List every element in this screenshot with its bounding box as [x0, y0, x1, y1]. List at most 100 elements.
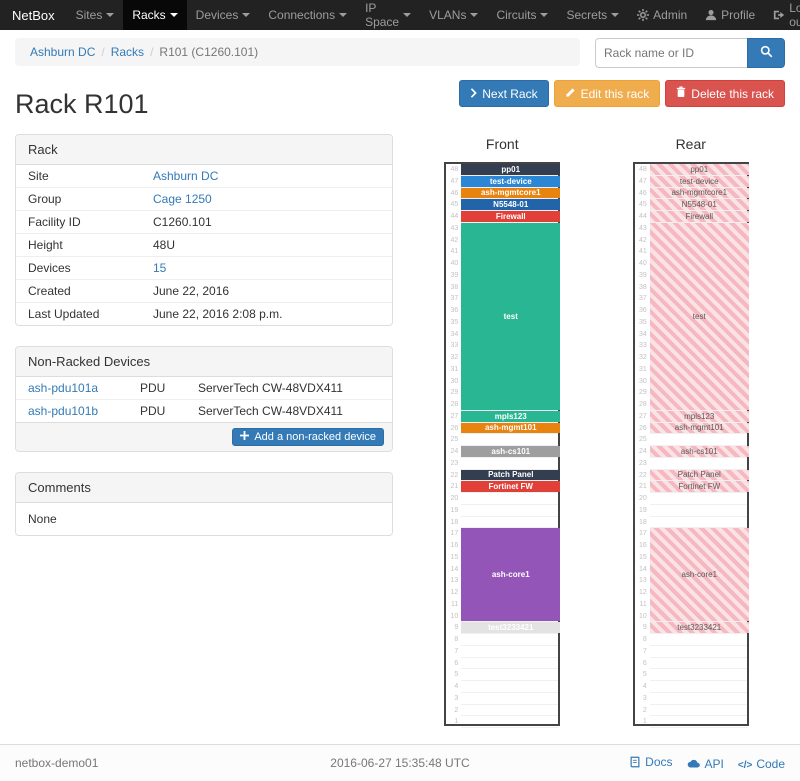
unit-slot[interactable] [461, 458, 559, 470]
unit-slot[interactable] [461, 211, 559, 223]
unit-slot[interactable] [461, 634, 559, 646]
nav-item-sites[interactable]: Sites [67, 0, 124, 30]
unit-slot[interactable] [461, 517, 559, 529]
search-input[interactable] [595, 38, 747, 68]
unit-slot[interactable] [649, 646, 747, 658]
unit-slot[interactable] [461, 188, 559, 200]
unit-slot[interactable] [649, 669, 747, 681]
unit-slot[interactable] [649, 211, 747, 223]
unit-slot[interactable] [649, 658, 747, 670]
unit-slot[interactable] [649, 505, 747, 517]
nav-item-racks[interactable]: Racks [123, 0, 187, 30]
nav-item-connections[interactable]: Connections [259, 0, 356, 30]
unit-slot[interactable] [649, 399, 747, 411]
rack-device[interactable]: ash-mgmt101 [649, 422, 749, 434]
unit-slot[interactable] [461, 646, 559, 658]
unit-slot[interactable] [461, 199, 559, 211]
rack-device[interactable]: pp01 [461, 164, 561, 175]
rack-device[interactable]: Patch Panel [461, 469, 561, 481]
footer-link-code[interactable]: </> Code [738, 757, 785, 771]
nav-item-devices[interactable]: Devices [187, 0, 260, 30]
unit-slot[interactable] [461, 423, 559, 435]
unit-slot[interactable] [649, 634, 747, 646]
device-link[interactable]: ash-pdu101b [28, 404, 99, 418]
attr-value-link[interactable]: 15 [153, 261, 167, 275]
rack-device[interactable]: ash-core1 [649, 528, 749, 622]
rack-device[interactable]: Patch Panel [649, 469, 749, 481]
unit-slot[interactable] [461, 399, 559, 411]
unit-slot[interactable] [461, 164, 559, 176]
rack-device[interactable]: test [461, 222, 561, 410]
search-button[interactable] [747, 38, 785, 68]
unit-slot[interactable] [461, 611, 559, 623]
unit-slot[interactable] [649, 434, 747, 446]
unit-slot[interactable] [461, 505, 559, 517]
rack-device[interactable]: Fortinet FW [649, 481, 749, 492]
breadcrumb-item-ashburn-dc[interactable]: Ashburn DC [30, 45, 96, 59]
unit-slot[interactable] [649, 611, 747, 623]
rack-device[interactable]: test3233421 [649, 622, 749, 633]
unit-slot[interactable] [649, 481, 747, 493]
rack-device[interactable]: pp01 [649, 164, 749, 175]
rack-device[interactable]: mpls123 [461, 410, 561, 422]
unit-slot[interactable] [461, 481, 559, 493]
delete-rack-button[interactable]: Delete this rack [665, 80, 785, 107]
rack-device[interactable]: Fortinet FW [461, 481, 561, 492]
unit-slot[interactable] [649, 199, 747, 211]
navbar-profile-link[interactable]: Profile [696, 0, 764, 30]
unit-slot[interactable] [649, 423, 747, 435]
device-link[interactable]: ash-pdu101a [28, 381, 99, 395]
nav-item-circuits[interactable]: Circuits [487, 0, 557, 30]
unit-slot[interactable] [649, 411, 747, 423]
rack-device[interactable]: test3233421 [461, 622, 561, 633]
rack-device[interactable]: test-device [461, 175, 561, 187]
unit-slot[interactable] [461, 176, 559, 188]
unit-slot[interactable] [649, 446, 747, 458]
rack-device[interactable]: ash-cs101 [461, 446, 561, 457]
rack-device[interactable]: Firewall [461, 211, 561, 222]
unit-slot[interactable] [461, 693, 559, 705]
rack-device[interactable]: test-device [649, 175, 749, 187]
unit-slot[interactable] [649, 693, 747, 705]
footer-link-api[interactable]: API [687, 757, 724, 771]
unit-slot[interactable] [649, 176, 747, 188]
add-nonracked-device-button[interactable]: Add a non-racked device [232, 428, 384, 446]
nav-item-vlans[interactable]: VLANs [420, 0, 487, 30]
rack-device[interactable]: ash-cs101 [649, 446, 749, 457]
unit-slot[interactable] [461, 446, 559, 458]
unit-slot[interactable] [461, 716, 559, 728]
unit-slot[interactable] [649, 622, 747, 634]
nav-item-secrets[interactable]: Secrets [557, 0, 628, 30]
rack-device[interactable]: test [649, 222, 749, 410]
unit-slot[interactable] [649, 705, 747, 717]
unit-slot[interactable] [461, 411, 559, 423]
attr-value-link[interactable]: Cage 1250 [153, 192, 212, 206]
unit-slot[interactable] [649, 458, 747, 470]
rack-device[interactable]: Firewall [649, 211, 749, 222]
rack-device[interactable]: mpls123 [649, 410, 749, 422]
unit-slot[interactable] [649, 716, 747, 728]
rack-device[interactable]: ash-mgmtcore1 [649, 187, 749, 199]
rack-device[interactable]: ash-mgmtcore1 [461, 187, 561, 199]
unit-slot[interactable] [649, 493, 747, 505]
unit-slot[interactable] [649, 517, 747, 529]
unit-slot[interactable] [461, 681, 559, 693]
unit-slot[interactable] [649, 470, 747, 482]
unit-slot[interactable] [649, 188, 747, 200]
rack-device[interactable]: N5548-01 [649, 199, 749, 210]
edit-rack-button[interactable]: Edit this rack [553, 80, 661, 107]
unit-slot[interactable] [461, 493, 559, 505]
unit-slot[interactable] [461, 622, 559, 634]
brand[interactable]: NetBox [12, 7, 55, 23]
navbar-log-out-link[interactable]: Log out [764, 0, 800, 30]
rack-device[interactable]: ash-core1 [461, 528, 561, 622]
rack-device[interactable]: ash-mgmt101 [461, 422, 561, 434]
unit-slot[interactable] [461, 669, 559, 681]
breadcrumb-item-racks[interactable]: Racks [110, 45, 145, 59]
unit-slot[interactable] [461, 705, 559, 717]
unit-slot[interactable] [461, 434, 559, 446]
unit-slot[interactable] [461, 470, 559, 482]
navbar-admin-link[interactable]: Admin [628, 0, 696, 30]
unit-slot[interactable] [649, 681, 747, 693]
next-rack-button[interactable]: Next Rack [459, 80, 549, 107]
